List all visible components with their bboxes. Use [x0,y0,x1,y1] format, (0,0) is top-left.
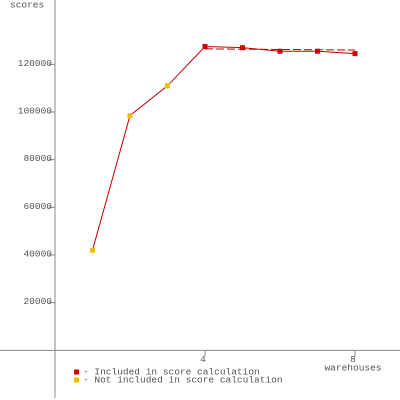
y-tick-label: 60000 [23,201,52,212]
y-tick-label: 20000 [23,296,52,307]
point [202,43,208,49]
y-tick-label: 120000 [18,58,53,69]
point [165,83,170,89]
point [127,113,133,119]
x-axis-label: warehouses [324,363,381,374]
point [315,48,320,54]
legend-swatch [74,377,79,383]
x-tick-label: 4 [200,354,206,365]
legend-label: - Included in score calculation [83,367,260,378]
score-line [204,48,356,51]
point [277,48,283,54]
y-axis-label: scores [10,0,44,11]
y-tick-label: 100000 [18,106,53,117]
point [90,247,95,253]
legend-swatch [74,369,79,375]
point [352,51,358,57]
legend-label: - Not included in score calculation [83,375,283,386]
y-tick-label: 40000 [23,249,52,260]
point [240,45,245,51]
y-tick-label: 80000 [23,153,52,164]
x-tick-label: 8 [350,354,356,365]
line [92,45,356,251]
